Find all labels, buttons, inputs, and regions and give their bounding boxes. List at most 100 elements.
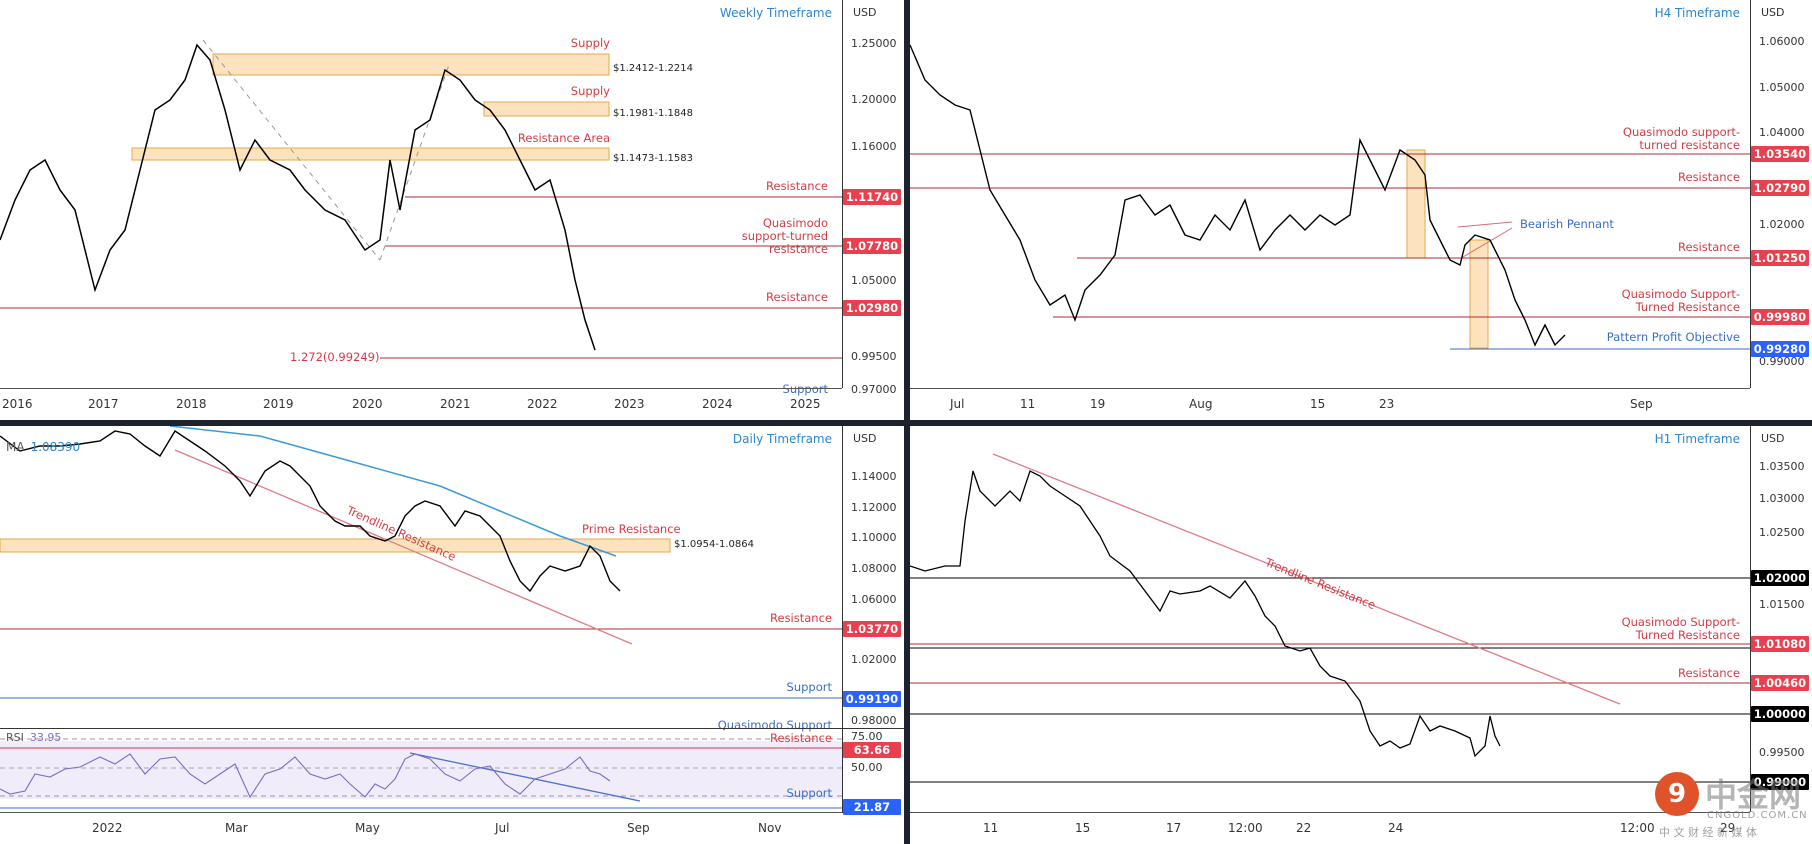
- h4-level-5-label: Pattern Profit Objective: [1606, 330, 1740, 344]
- x-tick: May: [355, 821, 380, 835]
- y-tick: 1.10000: [851, 531, 897, 544]
- y-tick: 1.02000: [1759, 218, 1805, 231]
- y-tick: 1.08000: [851, 562, 897, 575]
- h4-time-axis[interactable]: Jul 11 19 Aug 15 23 Sep: [910, 388, 1750, 420]
- weekly-zone-3-range: $1.1473-1.1583: [613, 153, 693, 164]
- y-tick: 1.02500: [1759, 526, 1805, 539]
- x-tick: Nov: [758, 821, 782, 835]
- h1-level-2-label: Quasimodo Support-Turned Resistance: [1621, 615, 1740, 642]
- y-tick: 1.01500: [1759, 598, 1805, 611]
- daily-chart-panel[interactable]: MA 1.08390 Daily Timeframe Prime Resistan…: [0, 426, 904, 844]
- x-tick: Jul: [495, 821, 510, 835]
- watermark-brand: 中金网: [1705, 776, 1802, 814]
- h1-chart-panel[interactable]: H1 Timeframe Trendline Resistance Quasim…: [910, 426, 1812, 844]
- weekly-price-axis[interactable]: USD 1.25000 1.20000 1.16000 1.05000 0.99…: [842, 0, 904, 396]
- h4-level-3-label: Resistance: [1678, 240, 1740, 254]
- x-tick: Mar: [225, 821, 248, 835]
- x-tick: 12:00: [1228, 821, 1263, 835]
- h4-level-4-label: Quasimodo Support-Turned Resistance: [1621, 287, 1740, 314]
- y-tick: 1.16000: [851, 140, 897, 153]
- h4-chart-panel[interactable]: H4 Timeframe Quasimodo support-turned re…: [910, 0, 1812, 420]
- weekly-zone-2-label: Supply: [570, 84, 610, 98]
- y-tick: 1.04000: [1759, 126, 1805, 139]
- y-tick: 0.99000: [1759, 355, 1805, 368]
- y-tick: 50.00: [851, 761, 883, 774]
- weekly-level-1-tag: 1.11740: [843, 189, 901, 205]
- daily-time-axis[interactable]: 2022 Mar May Jul Sep Nov: [0, 812, 842, 844]
- y-tick: 1.20000: [851, 93, 897, 106]
- x-tick: 15: [1075, 821, 1091, 835]
- y-tick: 1.06000: [1759, 35, 1805, 48]
- weekly-time-axis[interactable]: 2016 2017 2018 2019 2020 2021 2022 2023 …: [0, 388, 842, 420]
- x-tick: 2019: [263, 397, 294, 411]
- y-tick: 1.25000: [851, 37, 897, 50]
- rsi-axis[interactable]: 75.00 50.00 63.66 21.87: [842, 729, 904, 815]
- x-tick: Aug: [1189, 397, 1213, 411]
- x-tick: 2023: [614, 397, 645, 411]
- h1-price-axis[interactable]: USD 1.03500 1.03000 1.02500 1.01500 0.99…: [1750, 426, 1812, 812]
- h1-price-plot[interactable]: [910, 426, 1750, 812]
- y-tick: 0.99500: [1759, 746, 1805, 759]
- h1-level-4-tag: 1.00000: [1751, 706, 1809, 722]
- y-tick: 0.97000: [851, 383, 897, 396]
- daily-level-1-label: Resistance: [770, 611, 832, 625]
- x-tick: 2022: [92, 821, 123, 835]
- weekly-level-2-tag: 1.07780: [843, 238, 901, 254]
- daily-price-axis[interactable]: USD 1.14000 1.12000 1.10000 1.08000 1.06…: [842, 426, 904, 728]
- weekly-level-1-label: Resistance: [766, 179, 828, 193]
- x-tick: 2020: [352, 397, 383, 411]
- y-tick: 1.05000: [851, 274, 897, 287]
- rsi-label: RSI: [6, 731, 24, 744]
- x-tick: 2018: [176, 397, 207, 411]
- weekly-zone-3-label: Resistance Area: [517, 131, 610, 145]
- x-tick: 22: [1296, 821, 1312, 835]
- h4-level-2-tag: 1.02790: [1751, 180, 1809, 196]
- rsi-resistance-label: Resistance: [770, 731, 832, 745]
- rsi-pane[interactable]: RSI 33.95 Resistance Support 75.00 50.00 …: [0, 728, 904, 815]
- daily-level-2-label: Support: [786, 680, 832, 694]
- y-tick: 1.02000: [851, 653, 897, 666]
- weekly-level-3-label: Resistance: [766, 290, 828, 304]
- h4-level-5-tag: 0.99280: [1751, 341, 1809, 357]
- y-tick: 0.98000: [851, 714, 897, 727]
- y-tick: 1.03500: [1759, 460, 1805, 473]
- h4-price-plot[interactable]: [910, 0, 1750, 388]
- daily-level-2-tag: 0.99190: [843, 691, 901, 707]
- daily-zone-range: $1.0954-1.0864: [674, 539, 754, 550]
- weekly-price-plot[interactable]: [0, 0, 842, 388]
- weekly-chart-panel[interactable]: Weekly Timeframe Supply $1.2412-1.2214 S…: [0, 0, 904, 420]
- rsi-resistance-tag: 63.66: [843, 742, 901, 758]
- h4-currency-label: USD: [1761, 6, 1785, 19]
- h1-time-axis[interactable]: 11 15 17 12:00 22 24 12:00 29: [910, 812, 1750, 844]
- weekly-level-3-tag: 1.02980: [843, 300, 901, 316]
- h1-level-5-tag: 0.99000: [1751, 774, 1809, 790]
- y-tick: 0.99500: [851, 350, 897, 363]
- panel-divider-horizontal[interactable]: [0, 420, 1812, 426]
- weekly-timeframe-title: Weekly Timeframe: [719, 6, 832, 20]
- h4-level-3-tag: 1.01250: [1751, 250, 1809, 266]
- x-tick: Jul: [950, 397, 965, 411]
- weekly-support-label: Support: [782, 382, 828, 396]
- rsi-value: 33.95: [29, 731, 62, 744]
- daily-timeframe-title: Daily Timeframe: [732, 432, 832, 446]
- x-tick: Sep: [1630, 397, 1653, 411]
- x-tick: 2025: [790, 397, 821, 411]
- rsi-legend: RSI 33.95: [6, 731, 61, 744]
- h1-timeframe-title: H1 Timeframe: [1654, 432, 1740, 446]
- h4-price-axis[interactable]: USD 1.06000 1.05000 1.04000 1.02000 0.99…: [1750, 0, 1812, 388]
- y-tick: 1.14000: [851, 470, 897, 483]
- x-tick: 17: [1166, 821, 1182, 835]
- x-tick: 12:00: [1620, 821, 1655, 835]
- daily-ma-legend: MA 1.08390: [6, 440, 80, 454]
- h1-level-1-tag: 1.02000: [1751, 570, 1809, 586]
- y-tick: 1.06000: [851, 593, 897, 606]
- daily-price-plot[interactable]: [0, 426, 842, 728]
- x-tick: 2022: [527, 397, 558, 411]
- h4-timeframe-title: H4 Timeframe: [1654, 6, 1740, 20]
- rsi-plot[interactable]: [0, 729, 842, 813]
- h1-level-2-tag: 1.01080: [1751, 636, 1809, 652]
- weekly-currency-label: USD: [853, 6, 877, 19]
- y-tick: 1.12000: [851, 501, 897, 514]
- weekly-zone-1-label: Supply: [570, 36, 610, 50]
- x-tick: 19: [1090, 397, 1106, 411]
